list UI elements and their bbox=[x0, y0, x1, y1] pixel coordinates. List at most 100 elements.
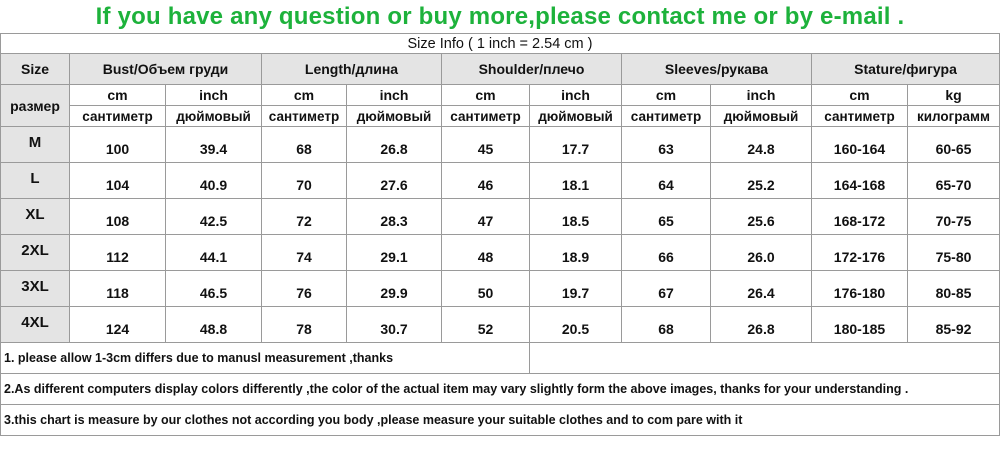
stature-unit-kg-ru: килограмм bbox=[907, 105, 1000, 127]
sleeves-unit-cm: cm bbox=[621, 84, 711, 106]
size-header: Size bbox=[0, 53, 70, 85]
sleeves-unit-inch: inch bbox=[710, 84, 812, 106]
note-text: 2.As different computers display colors … bbox=[0, 373, 1000, 405]
bust-header: Bust/Объем груди bbox=[69, 53, 262, 85]
shoulder-unit-cm: cm bbox=[441, 84, 530, 106]
value-cell: 20.5 bbox=[529, 306, 622, 343]
size-cell: M bbox=[0, 126, 70, 163]
value-cell: 18.1 bbox=[529, 162, 622, 199]
length-unit-cm: cm bbox=[261, 84, 347, 106]
bust-unit-cm-ru: сантиметр bbox=[69, 105, 166, 127]
value-cell: 80-85 bbox=[907, 270, 1000, 307]
value-cell: 85-92 bbox=[907, 306, 1000, 343]
value-cell: 70-75 bbox=[907, 198, 1000, 235]
value-cell: 27.6 bbox=[346, 162, 442, 199]
value-cell: 48.8 bbox=[165, 306, 262, 343]
value-cell: 176-180 bbox=[811, 270, 908, 307]
value-cell: 26.8 bbox=[710, 306, 812, 343]
value-cell: 68 bbox=[261, 126, 347, 163]
size-header-ru: размер bbox=[0, 84, 70, 127]
length-unit-inch-ru: дюймовый bbox=[346, 105, 442, 127]
value-cell: 46 bbox=[441, 162, 530, 199]
value-cell: 76 bbox=[261, 270, 347, 307]
value-cell: 19.7 bbox=[529, 270, 622, 307]
sleeves-header: Sleeves/рукава bbox=[621, 53, 812, 85]
note-row: 1. please allow 1-3cm differs due to man… bbox=[0, 342, 1000, 374]
table-row: XL 108 42.5 72 28.3 47 18.5 65 25.6 168-172 70-75 bbox=[0, 198, 1000, 235]
stature-unit-kg: kg bbox=[907, 84, 1000, 106]
note-row: 3.this chart is measure by our clothes n… bbox=[0, 404, 1000, 436]
value-cell: 50 bbox=[441, 270, 530, 307]
table-row: 4XL 124 48.8 78 30.7 52 20.5 68 26.8 180-185 85-92 bbox=[0, 306, 1000, 343]
value-cell: 66 bbox=[621, 234, 711, 271]
value-cell: 47 bbox=[441, 198, 530, 235]
note-text: 3.this chart is measure by our clothes n… bbox=[0, 404, 1000, 436]
value-cell: 28.3 bbox=[346, 198, 442, 235]
value-cell: 108 bbox=[69, 198, 166, 235]
table-row: 2XL 112 44.1 74 29.1 48 18.9 66 26.0 172-176 75-80 bbox=[0, 234, 1000, 271]
value-cell: 44.1 bbox=[165, 234, 262, 271]
value-cell: 52 bbox=[441, 306, 530, 343]
value-cell: 42.5 bbox=[165, 198, 262, 235]
bust-unit-cm: cm bbox=[69, 84, 166, 106]
shoulder-header: Shoulder/плечо bbox=[441, 53, 622, 85]
note-text: 1. please allow 1-3cm differs due to man… bbox=[0, 342, 530, 374]
value-cell: 25.2 bbox=[710, 162, 812, 199]
size-cell: 2XL bbox=[0, 234, 70, 271]
value-cell: 39.4 bbox=[165, 126, 262, 163]
value-cell: 104 bbox=[69, 162, 166, 199]
value-cell: 68 bbox=[621, 306, 711, 343]
value-cell: 46.5 bbox=[165, 270, 262, 307]
size-cell: 3XL bbox=[0, 270, 70, 307]
value-cell: 45 bbox=[441, 126, 530, 163]
stature-unit-cm: cm bbox=[811, 84, 908, 106]
value-cell: 172-176 bbox=[811, 234, 908, 271]
value-cell: 25.6 bbox=[710, 198, 812, 235]
value-cell: 18.9 bbox=[529, 234, 622, 271]
value-cell: 168-172 bbox=[811, 198, 908, 235]
value-cell: 74 bbox=[261, 234, 347, 271]
value-cell: 112 bbox=[69, 234, 166, 271]
value-cell: 29.1 bbox=[346, 234, 442, 271]
size-chart-table: Size Info ( 1 inch = 2.54 cm ) Size Bust… bbox=[0, 33, 1000, 436]
value-cell: 26.0 bbox=[710, 234, 812, 271]
stature-header: Stature/фигура bbox=[811, 53, 1000, 85]
size-info-caption: Size Info ( 1 inch = 2.54 cm ) bbox=[0, 33, 1000, 54]
bust-unit-inch-ru: дюймовый bbox=[165, 105, 262, 127]
value-cell: 26.8 bbox=[346, 126, 442, 163]
value-cell: 164-168 bbox=[811, 162, 908, 199]
table-row: L 104 40.9 70 27.6 46 18.1 64 25.2 164-168 65-70 bbox=[0, 162, 1000, 199]
sleeves-unit-cm-ru: сантиметр bbox=[621, 105, 711, 127]
contact-headline: If you have any question or buy more,ple… bbox=[95, 3, 905, 30]
length-header: Length/длина bbox=[261, 53, 442, 85]
value-cell: 160-164 bbox=[811, 126, 908, 163]
note-row: 2.As different computers display colors … bbox=[0, 373, 1000, 405]
value-cell: 72 bbox=[261, 198, 347, 235]
value-cell: 17.7 bbox=[529, 126, 622, 163]
shoulder-unit-inch: inch bbox=[529, 84, 622, 106]
value-cell: 124 bbox=[69, 306, 166, 343]
value-cell: 26.4 bbox=[710, 270, 812, 307]
value-cell: 65 bbox=[621, 198, 711, 235]
table-row: 3XL 118 46.5 76 29.9 50 19.7 67 26.4 176-180 80-85 bbox=[0, 270, 1000, 307]
value-cell: 18.5 bbox=[529, 198, 622, 235]
value-cell: 40.9 bbox=[165, 162, 262, 199]
value-cell: 48 bbox=[441, 234, 530, 271]
value-cell: 100 bbox=[69, 126, 166, 163]
value-cell: 78 bbox=[261, 306, 347, 343]
value-cell: 67 bbox=[621, 270, 711, 307]
value-cell: 29.9 bbox=[346, 270, 442, 307]
shoulder-unit-inch-ru: дюймовый bbox=[529, 105, 622, 127]
length-unit-cm-ru: сантиметр bbox=[261, 105, 347, 127]
value-cell: 180-185 bbox=[811, 306, 908, 343]
value-cell: 70 bbox=[261, 162, 347, 199]
value-cell: 24.8 bbox=[710, 126, 812, 163]
value-cell: 63 bbox=[621, 126, 711, 163]
value-cell: 65-70 bbox=[907, 162, 1000, 199]
size-cell: 4XL bbox=[0, 306, 70, 343]
size-cell: XL bbox=[0, 198, 70, 235]
value-cell: 118 bbox=[69, 270, 166, 307]
value-cell: 30.7 bbox=[346, 306, 442, 343]
length-unit-inch: inch bbox=[346, 84, 442, 106]
value-cell: 64 bbox=[621, 162, 711, 199]
